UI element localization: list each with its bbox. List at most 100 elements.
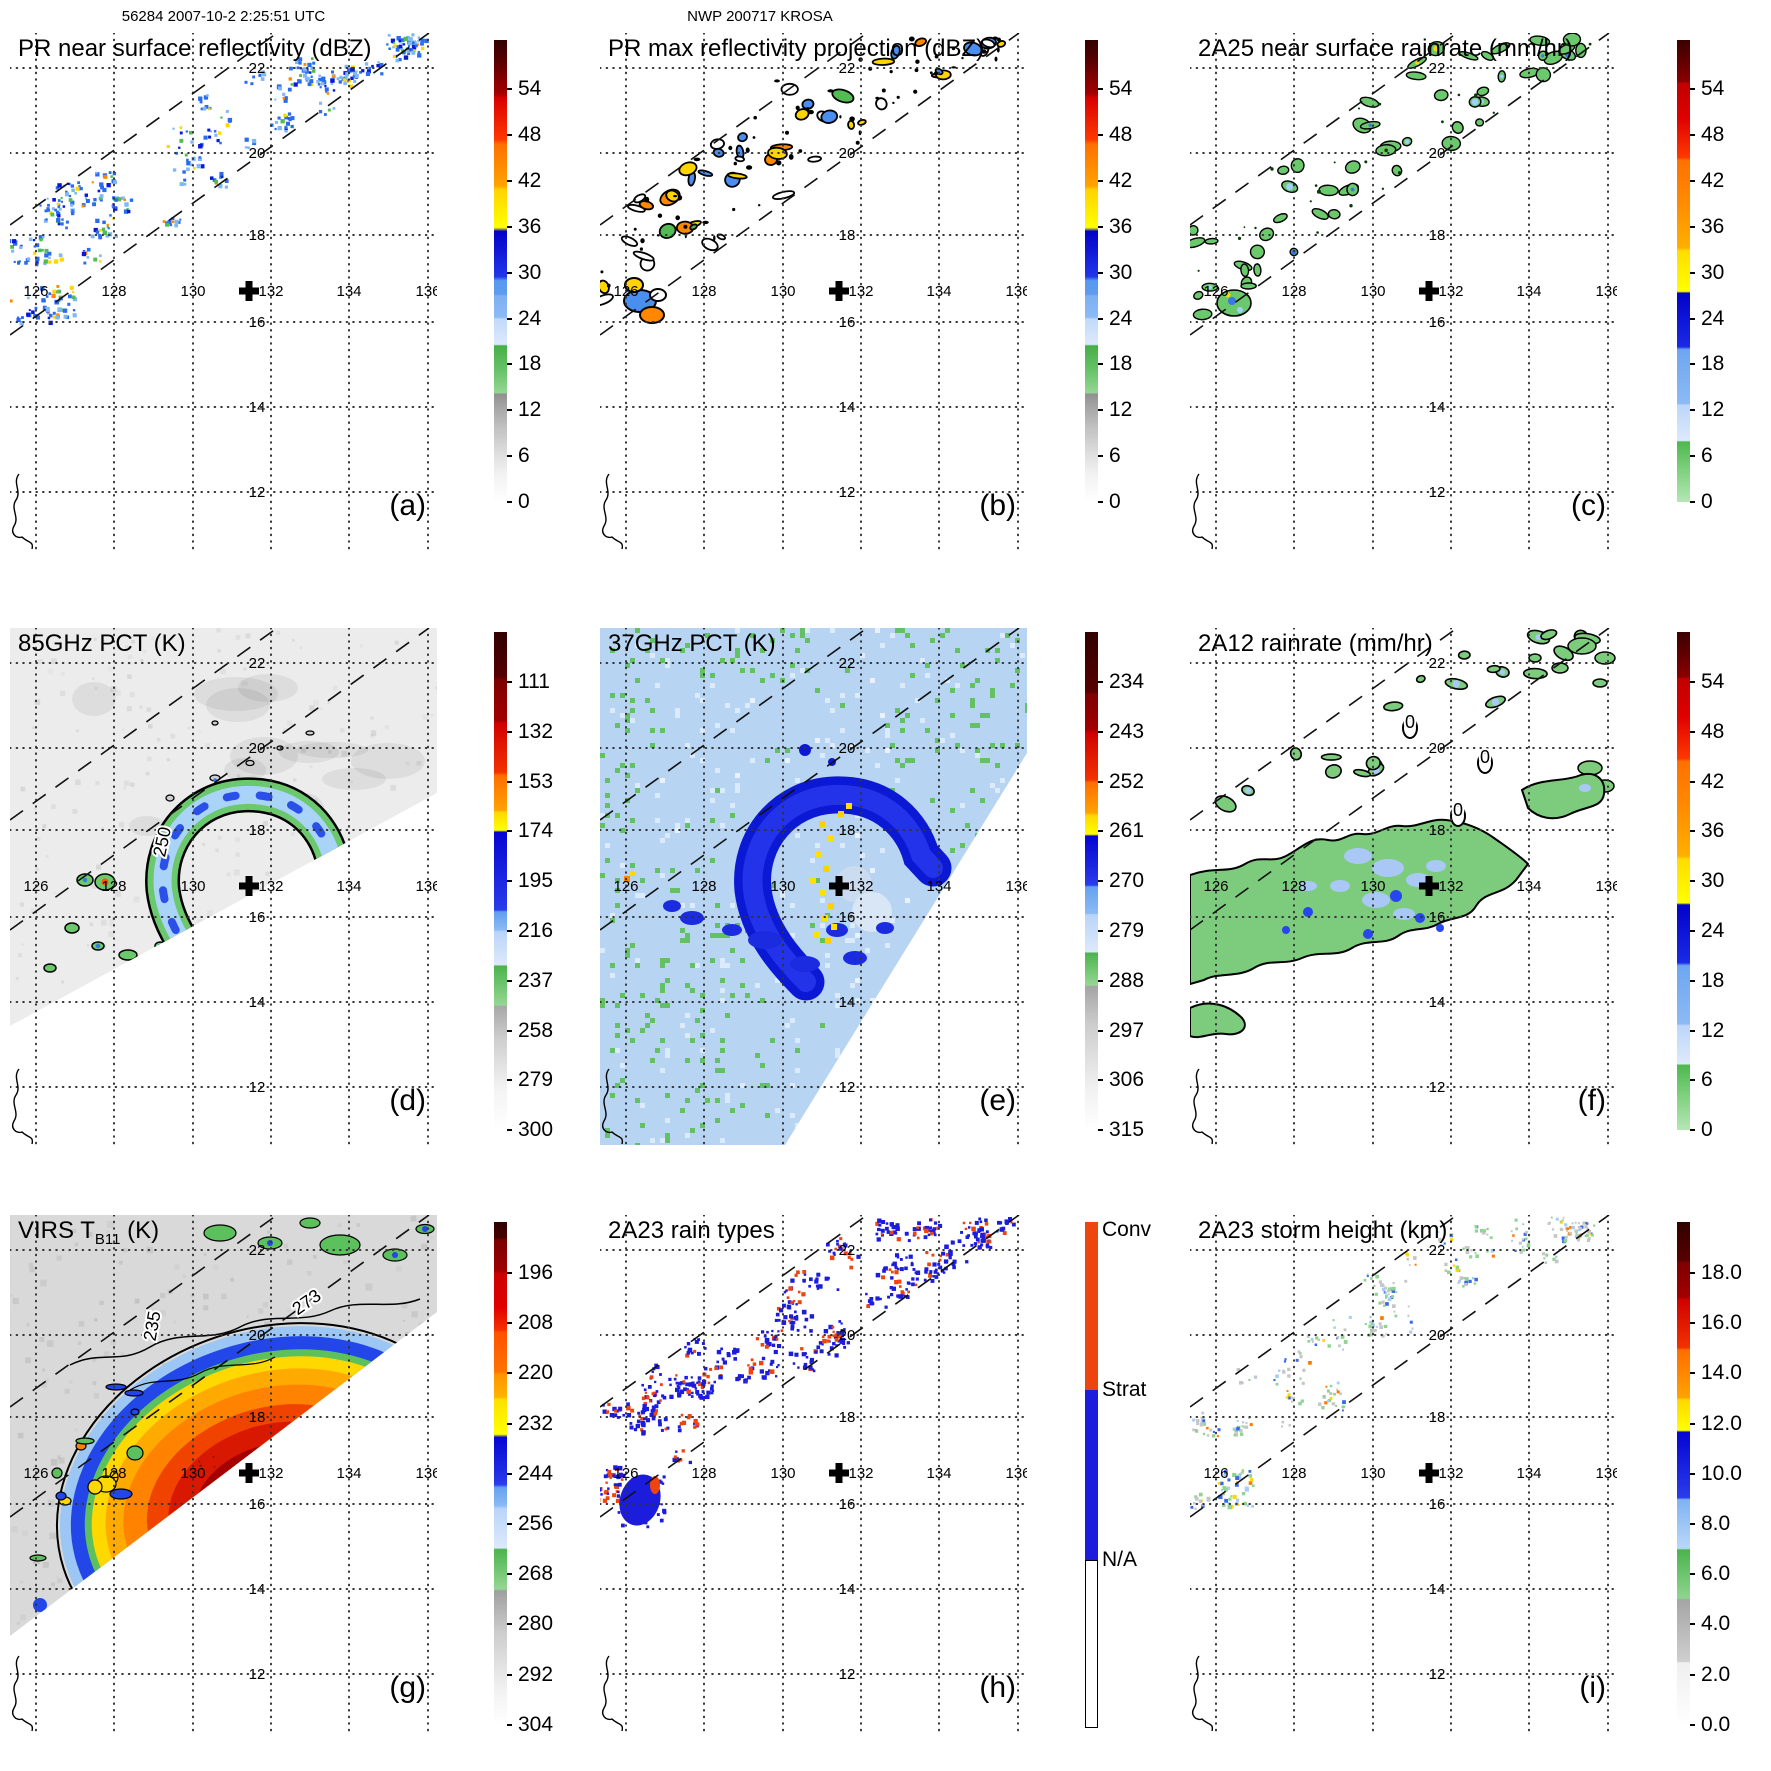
colorbar-tick-label: 216 bbox=[518, 919, 554, 942]
scan-id-header: 56284 2007-10-2 2:25:51 UTC bbox=[121, 8, 326, 25]
panel-title: PR near surface reflectivity (dBZ) bbox=[18, 35, 372, 62]
lon-tick-label: 134 bbox=[1516, 1465, 1541, 1482]
colorbar-tick-mark bbox=[1690, 1322, 1695, 1325]
lon-tick-label: 132 bbox=[258, 878, 283, 895]
colorbar-gradient bbox=[494, 1222, 507, 1725]
lat-tick-label: 18 bbox=[1429, 822, 1446, 839]
colorbar-tick-label: 0.0 bbox=[1701, 1712, 1731, 1736]
colorbar-tick-label: 300 bbox=[518, 1118, 554, 1142]
colorbar-tick-label: 16.0 bbox=[1701, 1311, 1742, 1335]
colorbar-tick-mark bbox=[507, 1029, 512, 1032]
colorbar-tick-label: 24 bbox=[1109, 306, 1133, 330]
colorbar-tick-label: 261 bbox=[1109, 819, 1145, 843]
panel-title: VIRS TB11 (K) bbox=[18, 1217, 160, 1248]
panel-title: 85GHz PCT (K) bbox=[18, 630, 186, 657]
panel-b-map: 126 128 130 132 134 136 22 20 18 16 14 12 PR max re… bbox=[600, 33, 1027, 550]
lat-tick-label: 16 bbox=[839, 909, 856, 926]
colorbar-tick-mark bbox=[1098, 1029, 1103, 1032]
colorbar-tick-label: 12 bbox=[518, 398, 542, 422]
lon-tick-label: 136 bbox=[415, 283, 437, 300]
panel-letter: (i) bbox=[1579, 1671, 1606, 1704]
colorbar-tick-label: 304 bbox=[518, 1712, 554, 1736]
colorbar-legend-label: N/A bbox=[1102, 1548, 1138, 1571]
colorbar-tick-label: 18.0 bbox=[1701, 1261, 1742, 1284]
colorbar-tick-mark bbox=[507, 88, 512, 90]
lat-tick-label: 16 bbox=[249, 909, 266, 926]
colorbar-tick-mark bbox=[507, 1573, 512, 1576]
lon-tick-label: 126 bbox=[23, 878, 48, 895]
lat-tick-label: 16 bbox=[249, 314, 266, 331]
colorbar-tick-mark bbox=[507, 880, 512, 883]
lat-tick-label: 14 bbox=[839, 1581, 856, 1598]
lat-tick-label: 14 bbox=[249, 1581, 266, 1598]
colorbar-tick-label: 208 bbox=[518, 1311, 554, 1335]
colorbar-g: 196 208 220 232 244 256 268 280 292 304 bbox=[494, 1222, 604, 1765]
lon-tick-label: 136 bbox=[415, 1465, 437, 1482]
lat-tick-label: 22 bbox=[249, 655, 266, 672]
lat-tick-label: 14 bbox=[839, 399, 856, 416]
colorbar-tick-mark bbox=[507, 1623, 512, 1626]
colorbar-tick-mark bbox=[507, 1322, 512, 1325]
lat-tick-label: 18 bbox=[1429, 227, 1446, 244]
colorbar-tick-mark bbox=[507, 1129, 512, 1132]
lon-tick-label: 136 bbox=[1005, 878, 1027, 895]
lon-tick-label: 130 bbox=[770, 1465, 795, 1482]
panel-g-map: 126 128 130 132 134 136 22 20 18 16 14 12 273 235 VIR… bbox=[10, 1215, 437, 1732]
lat-tick-label: 14 bbox=[839, 994, 856, 1011]
lat-tick-label: 18 bbox=[249, 1409, 266, 1426]
lon-tick-label: 136 bbox=[1595, 283, 1617, 300]
colorbar-gradient bbox=[494, 40, 507, 502]
colorbar-tick-label: 12.0 bbox=[1701, 1411, 1742, 1435]
lon-tick-label: 132 bbox=[258, 1465, 283, 1482]
lon-tick-label: 130 bbox=[770, 283, 795, 300]
colorbar-tick-label: 36 bbox=[518, 214, 542, 238]
colorbar-tick-label: 0 bbox=[518, 490, 530, 514]
colorbar-tick-label: 12 bbox=[1701, 1018, 1725, 1042]
colorbar-tick-label: 6 bbox=[1701, 1068, 1713, 1092]
colorbar-tick-label: 10.0 bbox=[1701, 1461, 1742, 1485]
lat-tick-label: 16 bbox=[839, 1496, 856, 1513]
colorbar-tick-mark bbox=[1690, 88, 1695, 90]
lon-tick-label: 128 bbox=[1281, 878, 1306, 895]
colorbar-tick-label: 18 bbox=[1701, 968, 1725, 992]
colorbar-tick-label: 288 bbox=[1109, 968, 1145, 992]
colorbar-tick-mark bbox=[1690, 830, 1695, 833]
lat-tick-label: 20 bbox=[839, 740, 856, 757]
lon-tick-label: 132 bbox=[258, 283, 283, 300]
colorbar-tick-label: 6 bbox=[1109, 444, 1121, 468]
colorbar-tick-mark bbox=[507, 409, 512, 412]
colorbar-tick-mark bbox=[507, 455, 512, 458]
colorbar-tick-label: 30 bbox=[1701, 869, 1725, 893]
map-canvas: 126 128 130 132 134 136 22 20 18 16 14 12 bbox=[600, 628, 1027, 1145]
colorbar-tick-mark bbox=[507, 1673, 512, 1676]
panel-e-map: 126 128 130 132 134 136 22 20 18 16 14 12 37GHz PCT… bbox=[600, 628, 1027, 1145]
colorbar-tick-mark bbox=[1690, 780, 1695, 783]
lon-tick-label: 136 bbox=[1005, 1465, 1027, 1482]
colorbar-tick-label: 258 bbox=[518, 1018, 554, 1042]
panel-title: 2A12 rainrate (mm/hr) bbox=[1198, 630, 1433, 657]
lon-tick-label: 132 bbox=[848, 878, 873, 895]
colorbar-tick-label: 54 bbox=[1109, 77, 1133, 100]
colorbar-tick-mark bbox=[1098, 409, 1103, 412]
colorbar-tick-mark bbox=[1690, 409, 1695, 412]
panel-c-map: 126 128 130 132 134 136 22 20 18 16 14 12 2A25 near… bbox=[1190, 33, 1617, 550]
lat-tick-label: 12 bbox=[1429, 1079, 1446, 1096]
colorbar-tick-mark bbox=[507, 1372, 512, 1375]
colorbar-tick-mark bbox=[507, 1272, 512, 1274]
colorbar-tick-label: 36 bbox=[1701, 214, 1725, 238]
colorbar-tick-mark bbox=[1690, 730, 1695, 733]
colorbar-tick-mark bbox=[1098, 930, 1103, 932]
lat-tick-label: 12 bbox=[249, 1079, 266, 1096]
lat-tick-label: 18 bbox=[839, 227, 856, 244]
lat-tick-label: 22 bbox=[839, 655, 856, 672]
panel-letter: (e) bbox=[979, 1084, 1016, 1117]
colorbar-tick-mark bbox=[1690, 880, 1695, 883]
colorbar-tick-mark bbox=[1098, 880, 1103, 883]
lon-tick-label: 128 bbox=[1281, 283, 1306, 300]
colorbar-tick-label: 6 bbox=[518, 444, 530, 468]
lon-tick-label: 136 bbox=[1595, 878, 1617, 895]
panel-f-map: 126 128 130 132 134 136 22 20 18 16 14 12 0 0 0 2A12 r… bbox=[1190, 628, 1617, 1145]
colorbar-segment bbox=[1085, 1222, 1098, 1390]
colorbar-tick-mark bbox=[1690, 1272, 1695, 1274]
